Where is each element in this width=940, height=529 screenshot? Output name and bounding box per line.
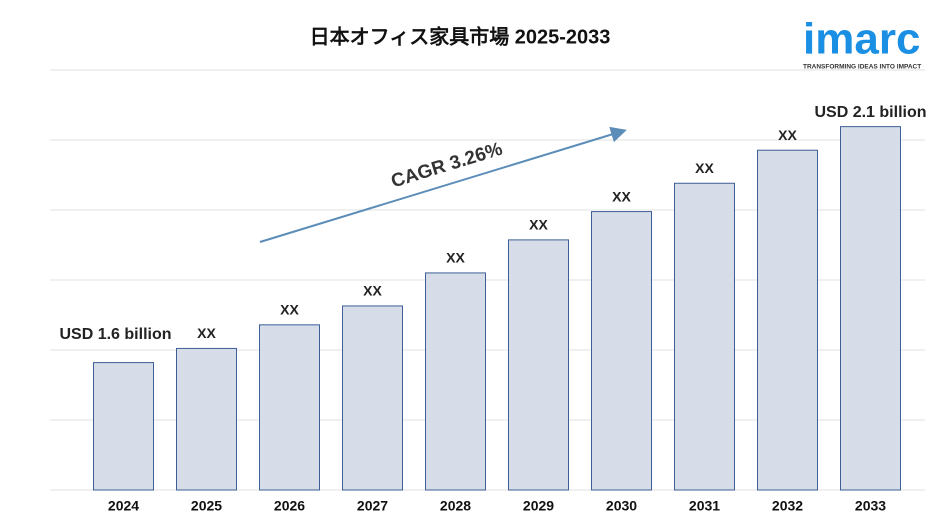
value-label: USD 1.6 billion xyxy=(59,326,171,343)
x-tick-label: 2024 xyxy=(108,498,139,514)
x-tick-label: 2026 xyxy=(274,498,305,514)
bar xyxy=(508,239,569,491)
bar xyxy=(840,126,901,491)
value-label: XX xyxy=(446,250,465,266)
brand-name: imarc xyxy=(803,15,920,64)
brand-tagline: TRANSFORMING IDEAS INTO IMPACT xyxy=(803,64,921,71)
bar xyxy=(757,149,818,491)
bar xyxy=(93,362,154,491)
value-label: XX xyxy=(363,283,382,299)
bar xyxy=(591,211,652,491)
x-tick-label: 2028 xyxy=(440,498,471,514)
value-label: XX xyxy=(612,188,631,204)
value-label: XX xyxy=(695,160,714,176)
value-label: XX xyxy=(778,127,797,143)
bar xyxy=(342,305,403,491)
x-tick-label: 2029 xyxy=(523,498,554,514)
x-tick-label: 2032 xyxy=(772,498,803,514)
value-label: XX xyxy=(197,325,216,341)
bar xyxy=(674,182,735,491)
bar xyxy=(176,347,237,491)
x-tick-label: 2027 xyxy=(357,498,388,514)
x-tick-label: 2033 xyxy=(855,498,886,514)
value-label: XX xyxy=(280,302,299,318)
bar xyxy=(259,324,320,491)
value-label: XX xyxy=(529,217,548,233)
cagr-arrow xyxy=(259,126,627,243)
x-tick-label: 2030 xyxy=(606,498,637,514)
chart-title: 日本オフィス家具市場 2025-2033 xyxy=(310,24,611,48)
x-tick-label: 2025 xyxy=(191,498,222,514)
x-tick-label: 2031 xyxy=(689,498,720,514)
bar xyxy=(425,272,486,491)
value-label: USD 2.1 billion xyxy=(814,104,926,121)
